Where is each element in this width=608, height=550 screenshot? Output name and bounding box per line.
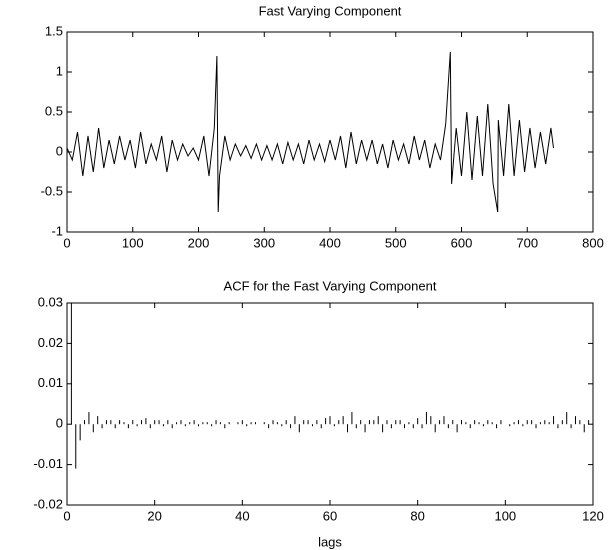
axes-frame <box>66 302 594 506</box>
y-tick-label: -0.01 <box>33 456 63 471</box>
x-axis-label: lags <box>318 534 342 549</box>
chart-title: Fast Varying Component <box>259 3 402 18</box>
y-tick-label: 0 <box>56 143 63 158</box>
y-tick-label: 0.01 <box>38 375 63 390</box>
y-tick-label: -1 <box>51 223 63 238</box>
y-tick-label: 0.02 <box>38 335 63 350</box>
chart-title: ACF for the Fast Varying Component <box>224 278 437 293</box>
x-tick-label: 60 <box>323 508 337 523</box>
x-tick-label: 0 <box>63 508 70 523</box>
x-tick-label: 100 <box>494 508 516 523</box>
x-tick-label: 40 <box>235 508 249 523</box>
x-tick-label: 500 <box>385 235 407 250</box>
y-tick-label: 0.03 <box>38 294 63 309</box>
x-tick-label: 0 <box>63 235 70 250</box>
axes-frame <box>66 31 594 233</box>
y-tick-label: -0.02 <box>33 496 63 511</box>
x-tick-label: 20 <box>147 508 161 523</box>
x-tick-label: 100 <box>122 235 144 250</box>
line <box>66 51 554 213</box>
x-tick-label: 800 <box>582 235 604 250</box>
x-tick-label: 700 <box>516 235 538 250</box>
x-tick-label: 200 <box>188 235 210 250</box>
x-tick-label: 600 <box>451 235 473 250</box>
y-tick-label: 0.5 <box>45 103 63 118</box>
x-tick-label: 120 <box>582 508 604 523</box>
y-tick-label: -0.5 <box>41 183 63 198</box>
y-tick-label: 1.5 <box>45 23 63 38</box>
x-tick-label: 300 <box>253 235 275 250</box>
y-tick-label: 0 <box>56 416 63 431</box>
x-tick-label: 400 <box>319 235 341 250</box>
y-tick-label: 1 <box>56 63 63 78</box>
x-tick-label: 80 <box>410 508 424 523</box>
